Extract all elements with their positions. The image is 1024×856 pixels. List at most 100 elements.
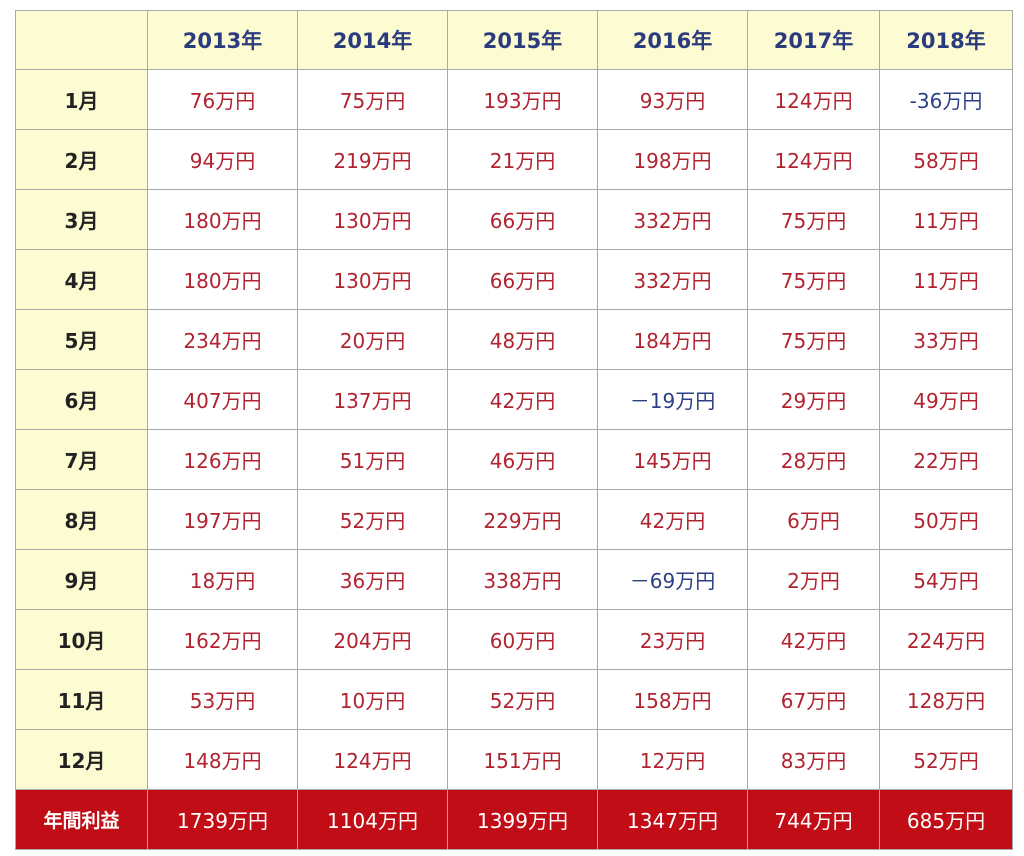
profit-cell: 234万円 xyxy=(147,309,298,370)
profit-cell: －19万円 xyxy=(597,369,748,430)
profit-cell: 197万円 xyxy=(147,489,298,550)
profit-cell: 224万円 xyxy=(879,609,1013,670)
table-row: 3月 180万円 130万円 66万円 332万円 75万円 11万円 xyxy=(15,189,1013,250)
profit-cell: 66万円 xyxy=(447,249,598,310)
profit-cell: 29万円 xyxy=(747,369,880,430)
profit-cell: 126万円 xyxy=(147,429,298,490)
total-label: 年間利益 xyxy=(15,789,148,850)
table-footer: 年間利益 1739万円 1104万円 1399万円 1347万円 744万円 6… xyxy=(15,789,1013,850)
profit-cell: 60万円 xyxy=(447,609,598,670)
corner-cell xyxy=(15,10,148,70)
profit-cell: 42万円 xyxy=(747,609,880,670)
profit-cell: 180万円 xyxy=(147,189,298,250)
profit-cell: 6万円 xyxy=(747,489,880,550)
profit-cell: 46万円 xyxy=(447,429,598,490)
total-cell: 1739万円 xyxy=(147,789,298,850)
profit-cell: 36万円 xyxy=(297,549,448,610)
profit-cell: 49万円 xyxy=(879,369,1013,430)
profit-cell: 20万円 xyxy=(297,309,448,370)
profit-cell: 33万円 xyxy=(879,309,1013,370)
profit-table-container: 2013年 2014年 2015年 2016年 2017年 2018年 1月 76… xyxy=(15,10,1013,850)
month-label: 8月 xyxy=(15,489,148,550)
annual-profit-table: 2013年 2014年 2015年 2016年 2017年 2018年 1月 76… xyxy=(15,10,1013,850)
profit-cell: 52万円 xyxy=(297,489,448,550)
profit-cell: 158万円 xyxy=(597,669,748,730)
profit-cell: 66万円 xyxy=(447,189,598,250)
profit-cell: 75万円 xyxy=(297,69,448,130)
year-header: 2018年 xyxy=(879,10,1013,70)
total-cell: 1347万円 xyxy=(597,789,748,850)
profit-cell: -36万円 xyxy=(879,69,1013,130)
profit-cell: 58万円 xyxy=(879,129,1013,190)
month-label: 3月 xyxy=(15,189,148,250)
profit-cell: 10万円 xyxy=(297,669,448,730)
profit-cell: 184万円 xyxy=(597,309,748,370)
profit-cell: 11万円 xyxy=(879,189,1013,250)
profit-cell: 162万円 xyxy=(147,609,298,670)
profit-cell: 18万円 xyxy=(147,549,298,610)
profit-cell: 22万円 xyxy=(879,429,1013,490)
profit-cell: 54万円 xyxy=(879,549,1013,610)
month-label: 12月 xyxy=(15,729,148,790)
profit-cell: 130万円 xyxy=(297,189,448,250)
year-header: 2017年 xyxy=(747,10,880,70)
profit-cell: 12万円 xyxy=(597,729,748,790)
profit-cell: 76万円 xyxy=(147,69,298,130)
profit-cell: 52万円 xyxy=(447,669,598,730)
profit-cell: 2万円 xyxy=(747,549,880,610)
profit-cell: 52万円 xyxy=(879,729,1013,790)
month-label: 6月 xyxy=(15,369,148,430)
profit-cell: 75万円 xyxy=(747,249,880,310)
profit-cell: 124万円 xyxy=(747,129,880,190)
month-label: 5月 xyxy=(15,309,148,370)
profit-cell: 180万円 xyxy=(147,249,298,310)
profit-cell: 28万円 xyxy=(747,429,880,490)
total-cell: 1399万円 xyxy=(447,789,598,850)
table-row: 6月 407万円 137万円 42万円 －19万円 29万円 49万円 xyxy=(15,369,1013,430)
table-row: 8月 197万円 52万円 229万円 42万円 6万円 50万円 xyxy=(15,489,1013,550)
profit-cell: 23万円 xyxy=(597,609,748,670)
table-row: 7月 126万円 51万円 46万円 145万円 28万円 22万円 xyxy=(15,429,1013,490)
table-row: 1月 76万円 75万円 193万円 93万円 124万円 -36万円 xyxy=(15,69,1013,130)
table-row: 5月 234万円 20万円 48万円 184万円 75万円 33万円 xyxy=(15,309,1013,370)
profit-cell: 93万円 xyxy=(597,69,748,130)
total-cell: 744万円 xyxy=(747,789,880,850)
month-label: 4月 xyxy=(15,249,148,310)
profit-cell: 407万円 xyxy=(147,369,298,430)
profit-cell: 50万円 xyxy=(879,489,1013,550)
profit-cell: 130万円 xyxy=(297,249,448,310)
profit-cell: 53万円 xyxy=(147,669,298,730)
profit-cell: 148万円 xyxy=(147,729,298,790)
profit-cell: －69万円 xyxy=(597,549,748,610)
profit-cell: 332万円 xyxy=(597,189,748,250)
profit-cell: 124万円 xyxy=(297,729,448,790)
profit-cell: 204万円 xyxy=(297,609,448,670)
table-row: 11月 53万円 10万円 52万円 158万円 67万円 128万円 xyxy=(15,669,1013,730)
table-body: 1月 76万円 75万円 193万円 93万円 124万円 -36万円 2月 94万円 219万円… xyxy=(15,69,1013,790)
table-header: 2013年 2014年 2015年 2016年 2017年 2018年 xyxy=(15,10,1013,70)
year-header: 2014年 xyxy=(297,10,448,70)
month-label: 11月 xyxy=(15,669,148,730)
table-row: 2月 94万円 219万円 21万円 198万円 124万円 58万円 xyxy=(15,129,1013,190)
profit-cell: 75万円 xyxy=(747,189,880,250)
profit-cell: 145万円 xyxy=(597,429,748,490)
profit-cell: 219万円 xyxy=(297,129,448,190)
profit-cell: 151万円 xyxy=(447,729,598,790)
month-label: 9月 xyxy=(15,549,148,610)
profit-cell: 48万円 xyxy=(447,309,598,370)
profit-cell: 229万円 xyxy=(447,489,598,550)
year-header: 2015年 xyxy=(447,10,598,70)
profit-cell: 332万円 xyxy=(597,249,748,310)
profit-cell: 42万円 xyxy=(447,369,598,430)
profit-cell: 338万円 xyxy=(447,549,598,610)
month-label: 2月 xyxy=(15,129,148,190)
profit-cell: 128万円 xyxy=(879,669,1013,730)
month-label: 1月 xyxy=(15,69,148,130)
header-row: 2013年 2014年 2015年 2016年 2017年 2018年 xyxy=(15,10,1013,70)
total-row: 年間利益 1739万円 1104万円 1399万円 1347万円 744万円 6… xyxy=(15,789,1013,850)
profit-cell: 51万円 xyxy=(297,429,448,490)
profit-cell: 67万円 xyxy=(747,669,880,730)
year-header: 2016年 xyxy=(597,10,748,70)
month-label: 7月 xyxy=(15,429,148,490)
profit-cell: 21万円 xyxy=(447,129,598,190)
